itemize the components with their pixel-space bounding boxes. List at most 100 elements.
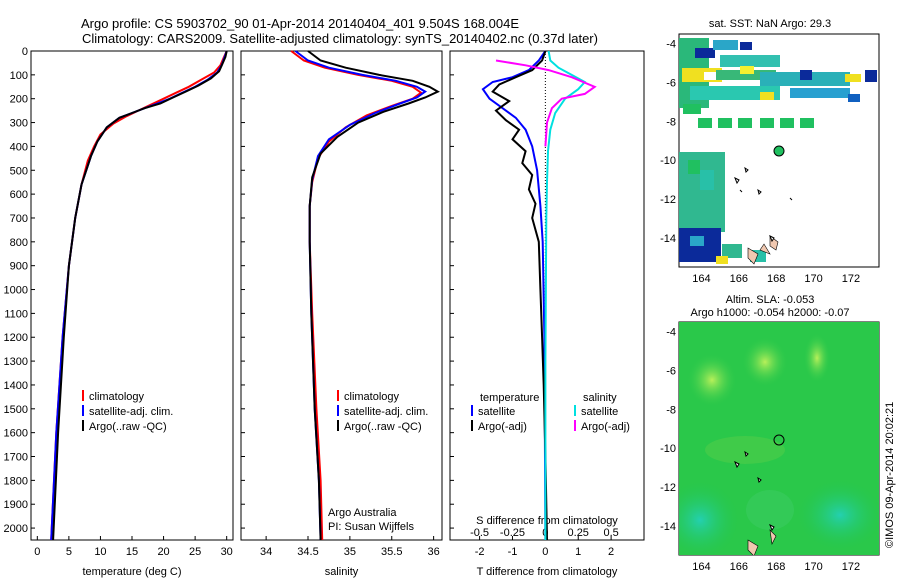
sla-map-field: [679, 322, 879, 555]
sla_map-xtick-label: 168: [767, 561, 785, 573]
salinity-frame: [240, 50, 443, 541]
depth-ytick-label: 600: [10, 189, 28, 201]
temperature-xtick-label: 10: [94, 546, 106, 558]
s-xtick-label: 0.25: [568, 527, 589, 539]
s-xtick-label: 0.5: [603, 527, 618, 539]
depth-ytick-label: 1900: [4, 499, 28, 511]
salinity-series-argo-raw-qc-: [307, 50, 440, 541]
difference-series-s-argo-adj-: [495, 59, 597, 147]
depth-ytick-label: 1000: [4, 285, 28, 297]
temperature-series-climatology: [50, 50, 228, 541]
salinity-legend-label: climatology: [344, 391, 400, 403]
sst_map-ytick-label: -10: [660, 155, 676, 167]
annotation-line1: Argo Australia: [328, 507, 397, 519]
sst-map-panel: sat. SST: NaN Argo: 29.3: [678, 18, 880, 268]
temperature-xtick-label: 0: [34, 546, 40, 558]
depth-ytick-label: 1800: [4, 475, 28, 487]
sla_map-xtick-label: 166: [730, 561, 748, 573]
diff-legend-label: Argo(-adj): [581, 421, 630, 433]
depth-ytick-label: 1100: [4, 308, 28, 320]
temperature-legend-label: Argo(..raw -QC): [89, 421, 167, 433]
temperature-xtick-label: 30: [221, 546, 233, 558]
sst_map-ytick-label: -4: [666, 39, 676, 51]
sst_map-ytick-label: -6: [666, 78, 676, 90]
temperature-xtick-label: 20: [157, 546, 169, 558]
sla_map-xtick-label: 172: [842, 561, 860, 573]
header-line1: Argo profile: CS 5903702_90 01-Apr-2014 …: [81, 16, 519, 31]
temperature-xtick-label: 25: [189, 546, 201, 558]
legend-s-title: salinity: [583, 392, 617, 404]
temperature-xlabel: temperature (deg C): [82, 566, 181, 578]
temperature-legend-label: satellite-adj. clim.: [89, 406, 173, 418]
salinity-xlabel: salinity: [325, 566, 359, 578]
annotation-line2: PI: Susan Wijffels: [328, 521, 414, 533]
difference-xtick-label: 1: [575, 546, 581, 558]
salinity-legend-label: Argo(..raw -QC): [344, 421, 422, 433]
depth-ytick-label: 800: [10, 237, 28, 249]
sst_map-xtick-label: 172: [842, 273, 860, 285]
depth-ytick-label: 1600: [4, 428, 28, 440]
difference-series-s-satellite: [544, 50, 587, 540]
s-xtick-label: -0.25: [500, 527, 525, 539]
salinity-xtick-label: 34: [260, 546, 272, 558]
depth-ytick-label: 0: [22, 46, 28, 58]
depth-ytick-label: 1200: [4, 332, 28, 344]
difference-xtick-label: 2: [608, 546, 614, 558]
salinity-series-satellite-adj-clim-: [294, 50, 428, 541]
depth-ytick-label: 700: [10, 213, 28, 225]
difference-xtick-label: -2: [475, 546, 485, 558]
sla_map-ytick-label: -12: [660, 482, 676, 494]
s-xtick-label: -0.5: [470, 527, 489, 539]
depth-ytick-label: 400: [10, 141, 28, 153]
salinity-legend-label: satellite-adj. clim.: [344, 406, 428, 418]
temperature-xtick-label: 15: [126, 546, 138, 558]
sla_map-xtick-label: 170: [804, 561, 822, 573]
sla_map-ytick-label: -14: [660, 521, 676, 533]
temperature-series-argo-raw-qc-: [52, 50, 228, 541]
diff-legend-label: satellite: [581, 406, 618, 418]
sla-map-title: Altim. SLA: -0.053: [726, 294, 815, 306]
temperature-frame: [30, 50, 234, 541]
depth-ytick-label: 1400: [4, 380, 28, 392]
difference-xtick-label: -1: [508, 546, 518, 558]
sla_map-ytick-label: -4: [666, 327, 676, 339]
sst_map-xtick-label: 166: [730, 273, 748, 285]
salinity-xtick-label: 34.5: [297, 546, 318, 558]
sla_map-ytick-label: -8: [666, 404, 676, 416]
sla_map-ytick-label: -6: [666, 366, 676, 378]
temperature-legend-label: climatology: [89, 391, 145, 403]
sst_map-xtick-label: 170: [804, 273, 822, 285]
sst_map-ytick-label: -14: [660, 233, 676, 245]
temperature-series-satellite-adj-clim-: [50, 50, 228, 541]
depth-ytick-label: 1500: [4, 404, 28, 416]
difference-series-t-argo-adj-: [491, 50, 548, 541]
sst-map-title: sat. SST: NaN Argo: 29.3: [709, 18, 831, 30]
depth-ytick-label: 300: [10, 118, 28, 130]
sst_map-ytick-label: -8: [666, 116, 676, 128]
difference-xlabel: T difference from climatology: [477, 566, 618, 578]
header-line2: Climatology: CARS2009. Satellite-adjuste…: [82, 31, 598, 46]
sst_map-ytick-label: -12: [660, 194, 676, 206]
sla_map-xtick-label: 164: [692, 561, 710, 573]
diff-legend-label: satellite: [478, 406, 515, 418]
temperature-xtick-label: 5: [66, 546, 72, 558]
sla-map-subtitle: Argo h1000: -0.054 h2000: -0.07: [690, 307, 849, 319]
difference-series-t-satellite: [481, 50, 547, 541]
depth-ytick-label: 2000: [4, 523, 28, 535]
legend-t-title: temperature: [480, 392, 539, 404]
diff-legend-label: Argo(-adj): [478, 421, 527, 433]
depth-ytick-label: 100: [10, 70, 28, 82]
difference-xtick-label: 0: [542, 546, 548, 558]
sst-map-pixels: [679, 38, 877, 265]
sst_map-xtick-label: 164: [692, 273, 710, 285]
sla-map-side-label: ©IMOS 09-Apr-2014 20:02:21: [884, 402, 896, 548]
depth-ytick-label: 900: [10, 261, 28, 273]
depth-ytick-label: 500: [10, 165, 28, 177]
sst_map-xtick-label: 168: [767, 273, 785, 285]
salinity-xtick-label: 36: [428, 546, 440, 558]
salinity-xtick-label: 35: [344, 546, 356, 558]
sla_map-ytick-label: -10: [660, 443, 676, 455]
depth-ytick-label: 200: [10, 94, 28, 106]
sla-map-panel: Altim. SLA: -0.053 Argo h1000: -0.054 h2…: [678, 294, 896, 556]
